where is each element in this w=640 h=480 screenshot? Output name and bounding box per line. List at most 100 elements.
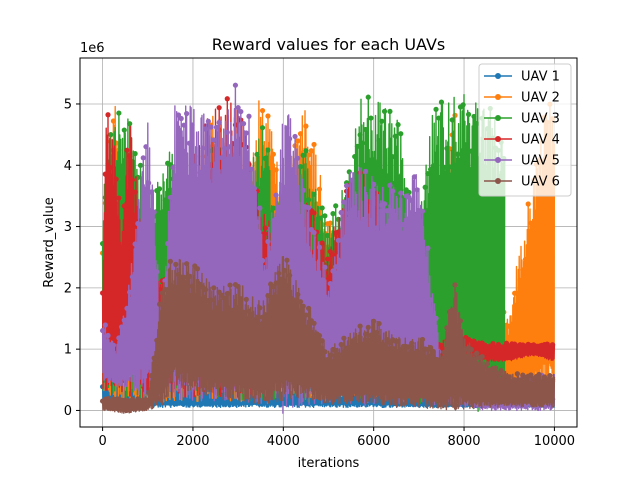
series-point xyxy=(514,371,520,377)
series-point xyxy=(544,377,550,383)
series-point xyxy=(127,153,133,159)
series-point xyxy=(474,121,480,127)
series-point xyxy=(154,269,160,275)
series-point xyxy=(419,336,426,343)
series-point xyxy=(490,341,496,347)
series-point xyxy=(300,303,306,309)
series-point xyxy=(235,105,241,111)
series-point xyxy=(194,266,201,272)
series-point xyxy=(140,155,146,161)
series-point xyxy=(392,212,398,219)
series-point xyxy=(333,264,339,270)
series-point xyxy=(547,372,553,379)
series-point xyxy=(433,315,439,321)
series-point xyxy=(240,309,247,315)
series-point xyxy=(362,331,369,337)
y-axis-label: Reward_value xyxy=(42,197,57,287)
series-point xyxy=(129,177,136,183)
y-tick-label: 4 xyxy=(64,159,72,174)
series-point xyxy=(281,267,287,273)
legend: UAV 1 UAV 2 UAV 3 UAV 4 UAV 5 UAV 6 xyxy=(478,63,572,197)
series-point xyxy=(352,205,358,211)
series-point xyxy=(327,352,333,358)
series-point xyxy=(276,270,282,276)
series-point xyxy=(322,213,328,219)
series-point xyxy=(238,296,244,302)
series-point xyxy=(186,273,192,279)
series-point xyxy=(287,272,293,279)
series-point xyxy=(254,314,260,320)
series-point xyxy=(151,209,157,215)
series-point xyxy=(303,148,309,154)
series-point xyxy=(254,219,260,225)
series-point xyxy=(376,137,382,144)
series-point xyxy=(121,127,127,133)
series-point xyxy=(395,338,401,344)
series-point xyxy=(300,187,306,193)
series-point xyxy=(232,82,239,88)
series-point xyxy=(468,346,474,353)
series-point xyxy=(259,258,266,264)
series-point xyxy=(463,142,469,148)
series-point xyxy=(116,110,122,116)
series-point xyxy=(113,176,119,182)
series-point xyxy=(509,321,515,327)
series-point xyxy=(175,112,182,118)
series-point xyxy=(181,274,187,280)
series-point xyxy=(273,280,279,286)
series-point xyxy=(495,371,501,377)
legend-item: UAV 6 xyxy=(484,175,560,190)
series-point xyxy=(273,167,279,173)
series-point xyxy=(441,349,447,355)
series-point xyxy=(208,124,214,130)
series-point xyxy=(501,344,507,350)
series-point xyxy=(235,283,241,290)
series-point xyxy=(265,238,271,245)
series-point xyxy=(254,151,260,157)
y-tick-label: 2 xyxy=(64,281,72,296)
series-point xyxy=(213,305,220,311)
series-point xyxy=(360,341,366,347)
series-point xyxy=(512,377,518,383)
series-point xyxy=(203,287,209,293)
series-point xyxy=(438,357,445,363)
y-offset-label: 1e6 xyxy=(80,41,105,56)
series-point xyxy=(205,118,211,124)
series-point xyxy=(314,201,320,207)
series-point xyxy=(284,125,290,131)
series-point xyxy=(189,283,195,289)
series-point xyxy=(124,305,130,311)
series-point xyxy=(165,287,171,293)
series-point xyxy=(113,353,119,359)
series-point xyxy=(354,143,361,149)
series-point xyxy=(333,347,339,354)
legend-marker xyxy=(495,136,501,142)
legend-label: UAV 4 xyxy=(521,133,560,148)
series-point xyxy=(327,280,333,287)
series-point xyxy=(498,367,504,374)
series-point xyxy=(433,106,439,112)
series-point xyxy=(493,365,499,371)
series-point xyxy=(211,285,217,291)
series-point xyxy=(108,164,114,171)
series-point xyxy=(162,197,168,203)
legend-label: UAV 3 xyxy=(521,112,560,127)
x-tick-label: 8000 xyxy=(447,434,480,449)
series-point xyxy=(108,132,114,138)
series-point xyxy=(211,137,217,143)
series-point xyxy=(362,168,369,174)
series-point xyxy=(384,208,390,214)
series-point xyxy=(270,284,276,290)
series-point xyxy=(335,237,342,243)
series-point xyxy=(110,118,117,124)
series-point xyxy=(373,160,379,166)
series-point xyxy=(517,277,523,283)
series-point xyxy=(452,162,458,168)
series-point xyxy=(392,133,398,139)
series-point xyxy=(444,145,450,151)
series-point xyxy=(118,163,125,169)
series-point xyxy=(186,140,192,146)
series-point xyxy=(240,121,247,127)
series-point xyxy=(262,269,268,275)
series-point xyxy=(99,290,106,296)
